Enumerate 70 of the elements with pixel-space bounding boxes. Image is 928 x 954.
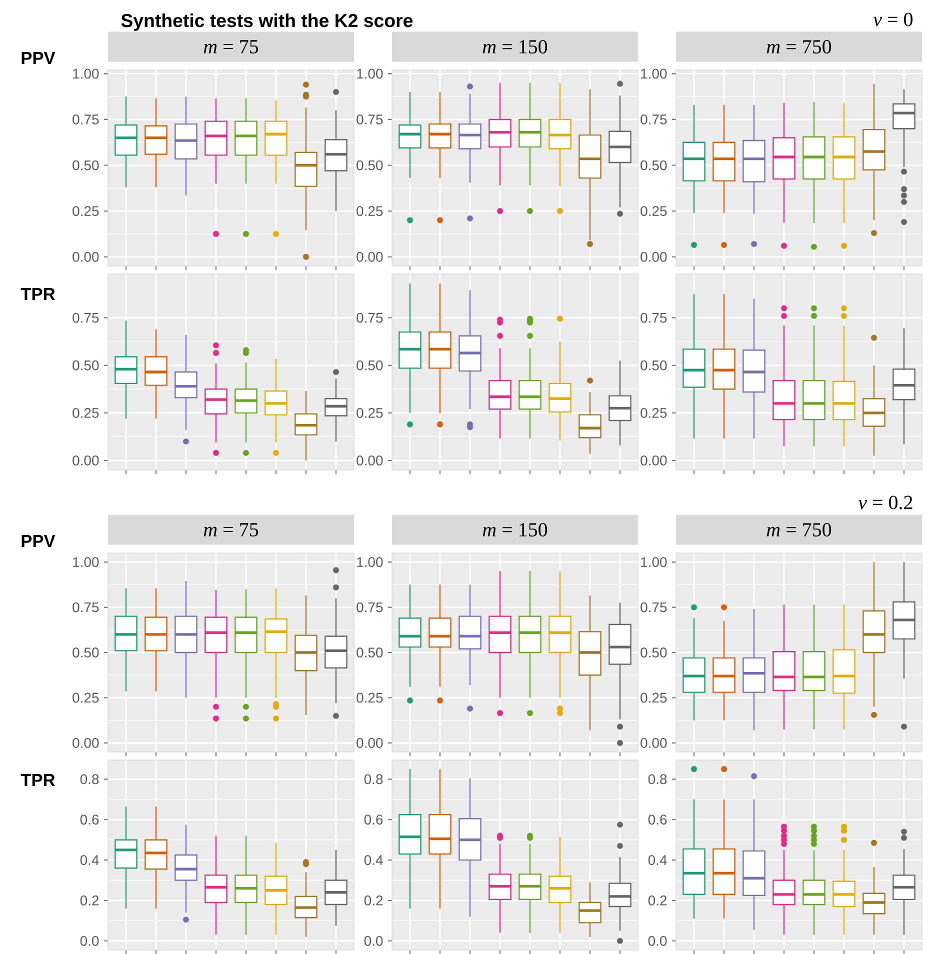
y-tick-label: 0.50 [356, 360, 383, 370]
text: ν = 0.2 [858, 496, 912, 510]
y-tick-label: 0.00 [72, 456, 99, 466]
y-tick-label: 1.00 [357, 68, 383, 79]
text: ν = 0 [873, 12, 912, 26]
y-tick-label: 0.25 [640, 408, 667, 418]
y-tick-label: 0.0 [364, 936, 383, 946]
y-tick-label: 0.50 [356, 160, 383, 170]
chart-title: m = 750 [766, 522, 832, 536]
y-tick-label: 0.25 [356, 206, 383, 216]
y-tick-label: 0.75 [356, 602, 383, 612]
y-tick-label: 0.2 [648, 896, 667, 906]
y-tick-label: 0.00 [640, 738, 667, 748]
y-tick-label: 0.25 [72, 206, 99, 216]
chart-title: m = 75 [204, 40, 258, 54]
y-tick-label: 0.4 [648, 855, 667, 866]
y-tick-label: 0.6 [364, 814, 383, 825]
y-tick-label: 0.0 [80, 936, 99, 946]
y-tick-label: 0.8 [648, 774, 667, 784]
y-tick-label: 0.25 [72, 692, 99, 703]
y-tick-label: 0.50 [72, 160, 99, 170]
y-tick-label: 0.50 [640, 360, 667, 370]
chart-title: m = 750 [766, 40, 832, 54]
y-tick-label: 0.4 [80, 855, 99, 866]
y-tick-label: 0.00 [356, 456, 383, 466]
y-tick-label: 1.00 [357, 557, 383, 568]
y-tick-label: 0.75 [640, 312, 667, 323]
y-tick-label: 0.50 [640, 648, 667, 658]
y-tick-label: 0.6 [80, 814, 99, 825]
y-tick-label: 0.75 [356, 312, 383, 323]
y-tick-label: 0.25 [356, 692, 383, 703]
y-tick-label: 0.50 [356, 648, 383, 658]
y-tick-label: 1.00 [641, 68, 667, 79]
y-tick-label: 1.00 [641, 557, 667, 568]
y-axis-title: TPR [20, 288, 55, 300]
y-tick-label: 0.75 [72, 312, 99, 323]
y-tick-label: 0.8 [364, 774, 383, 784]
y-tick-label: 0.75 [72, 602, 99, 612]
y-tick-label: 0.00 [640, 252, 667, 262]
y-tick-label: 0.0 [648, 936, 667, 946]
chart-title: m = 150 [482, 522, 548, 536]
y-tick-label: 0.00 [356, 252, 383, 262]
y-axis-title: PPV [22, 535, 56, 547]
y-tick-label: 0.00 [640, 456, 667, 466]
y-tick-label: 0.75 [72, 114, 99, 124]
y-tick-label: 0.50 [640, 160, 667, 170]
chart-title: m = 75 [204, 523, 258, 536]
text: Synthetic tests with the K2 score [121, 13, 413, 31]
y-tick-label: 0.50 [72, 648, 99, 658]
y-tick-label: 0.00 [356, 738, 383, 748]
y-tick-label: 0.2 [80, 896, 99, 906]
y-tick-label: 0.6 [648, 814, 667, 825]
y-tick-label: 0.4 [364, 855, 383, 866]
y-axis-title: TPR [20, 774, 55, 786]
y-tick-label: 0.8 [80, 774, 99, 784]
y-tick-label: 0.25 [72, 408, 99, 418]
y-tick-label: 0.00 [72, 738, 99, 748]
y-tick-label: 0.75 [640, 114, 667, 124]
y-tick-label: 0.75 [640, 602, 667, 612]
y-tick-label: 0.00 [72, 252, 99, 262]
y-tick-label: 0.50 [72, 360, 99, 370]
y-tick-label: 1.00 [73, 557, 99, 568]
y-axis-title: PPV [22, 52, 56, 64]
chart-title: m = 150 [482, 40, 548, 54]
y-tick-label: 0.25 [640, 206, 667, 216]
y-tick-label: 0.2 [364, 896, 383, 906]
y-tick-label: 1.00 [73, 68, 99, 79]
y-tick-label: 0.25 [640, 692, 667, 703]
y-tick-label: 0.25 [356, 408, 383, 418]
y-tick-label: 0.75 [356, 114, 383, 124]
